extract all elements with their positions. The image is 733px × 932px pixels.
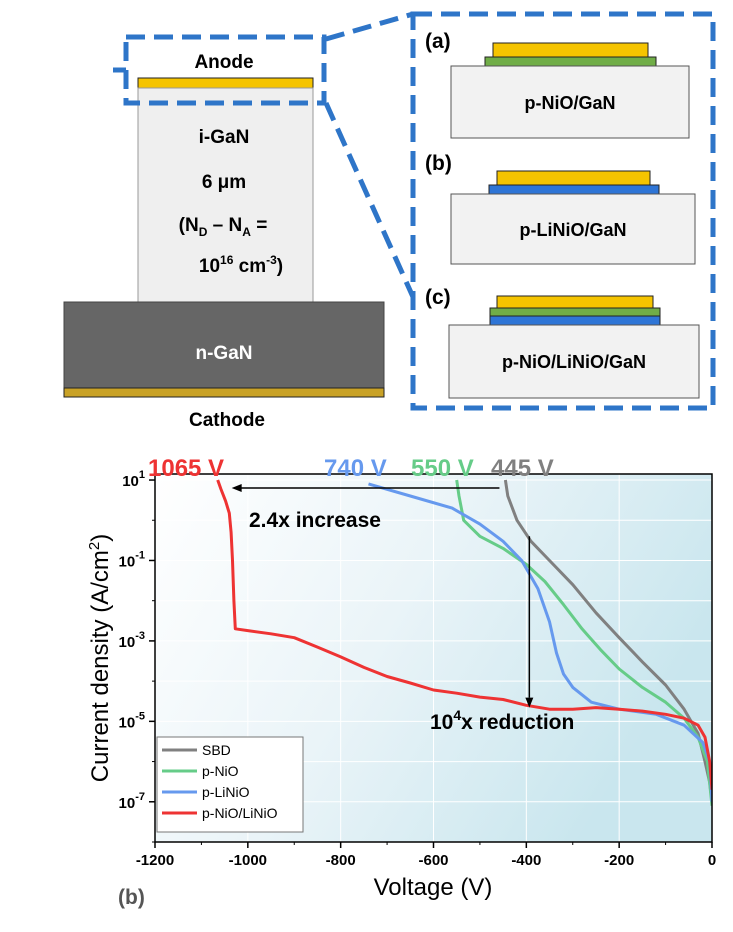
variant-a-nio-layer [484, 56, 657, 67]
x-tick-label: 0 [708, 852, 716, 869]
reduction-arrow-head [525, 697, 534, 708]
variant-a-anode [492, 42, 649, 58]
panel-label-b: (b) [118, 886, 145, 909]
n-gan-substrate [63, 301, 385, 389]
variant-b-tag: (b) [425, 152, 452, 175]
breakdown-label-sbd: 445 V [491, 455, 554, 482]
variant-c: (c) p-NiO/LiNiO/GaN [425, 286, 700, 399]
y-tick-label: 10-1 [119, 549, 145, 570]
annotations: 1065 V 740 V 550 V 445 V 2.4x increase 104x r… [148, 455, 574, 734]
variant-a-tag: (a) [425, 30, 451, 53]
variant-a-gan [450, 65, 690, 139]
callout-line-top [325, 11, 414, 42]
x-tick-label: -600 [418, 852, 448, 869]
variant-c-label: p-NiO/LiNiO/GaN [502, 352, 646, 372]
x-tick-label: -400 [511, 852, 541, 869]
anode-label: Anode [194, 52, 253, 73]
y-axis: 101 10-1 10-3 10-5 10-7 [119, 469, 155, 843]
variant-c-nio-layer [489, 307, 661, 317]
legend-label: SBD [202, 742, 231, 758]
doping-line-1: (ND – NA = [179, 215, 268, 239]
variant-b-linio-layer [488, 184, 660, 195]
legend: SBD p-NiO p-LiNiO p-NiO/LiNiO [156, 736, 304, 833]
doping-line-2: 1016 cm-3) [199, 253, 283, 277]
increase-arrow-head [231, 484, 242, 493]
x-tick-label: -1200 [136, 852, 174, 869]
substrate-label: n-GaN [196, 343, 253, 364]
reduction-label: 104x reduction [430, 707, 574, 734]
legend-label: p-NiO/LiNiO [202, 805, 278, 821]
y-tick-label: 101 [122, 469, 145, 490]
y-tick-label: 10-7 [119, 791, 145, 812]
drift-layer-name: i-GaN [199, 127, 250, 148]
variant-c-anode [496, 295, 654, 309]
variants-box [410, 11, 716, 411]
y-tick-label: 10-3 [119, 630, 145, 651]
variant-c-linio-layer [489, 315, 661, 326]
legend-label: p-NiO [202, 763, 239, 779]
series-line-p-nio [455, 479, 712, 806]
increase-label: 2.4x increase [249, 509, 381, 532]
variant-a: (a) p-NiO/GaN [425, 30, 690, 139]
series-line-p-linio [368, 482, 712, 802]
callout [113, 11, 716, 411]
variant-b-anode [496, 170, 651, 186]
breakdown-label-p-linio: 740 V [324, 455, 387, 482]
x-tick-label: -800 [326, 852, 356, 869]
iv-chart: -1200 -1000 -800 -600 -400 -200 0 10110-110-31… [86, 455, 716, 909]
x-tick-label: -1000 [229, 852, 267, 869]
callout-line-bottom [323, 101, 416, 299]
cathode-contact [63, 387, 385, 398]
series-line-p-nio-linio [216, 479, 712, 790]
cathode-label: Cathode [189, 410, 265, 431]
series-layer [216, 479, 712, 806]
legend-box [156, 736, 304, 833]
x-axis: -1200 -1000 -800 -600 -400 -200 0 [136, 842, 716, 869]
anode-contact [137, 77, 314, 89]
variant-a-label: p-NiO/GaN [524, 93, 615, 113]
legend-label: p-LiNiO [202, 784, 250, 800]
breakdown-label-p-nio-linio: 1065 V [148, 455, 224, 482]
i-gan-layer [137, 87, 314, 303]
breakdown-label-p-nio: 550 V [411, 455, 474, 482]
variant-b-label: p-LiNiO/GaN [520, 220, 627, 240]
drift-thickness: 6 μm [202, 172, 246, 193]
y-tick-label: 10-5 [119, 710, 145, 731]
x-tick-label: -200 [604, 852, 634, 869]
y-axis-label: Current density (A/cm2) [86, 534, 114, 782]
variant-b: (b) p-LiNiO/GaN [425, 152, 696, 265]
variant-c-tag: (c) [425, 286, 451, 309]
device-schematic: Anode i-GaN 6 μm (ND – NA = 1016 cm-3) n… [63, 52, 385, 431]
x-axis-label: Voltage (V) [374, 874, 493, 901]
variant-b-gan [450, 193, 696, 265]
variant-c-gan [448, 324, 700, 399]
